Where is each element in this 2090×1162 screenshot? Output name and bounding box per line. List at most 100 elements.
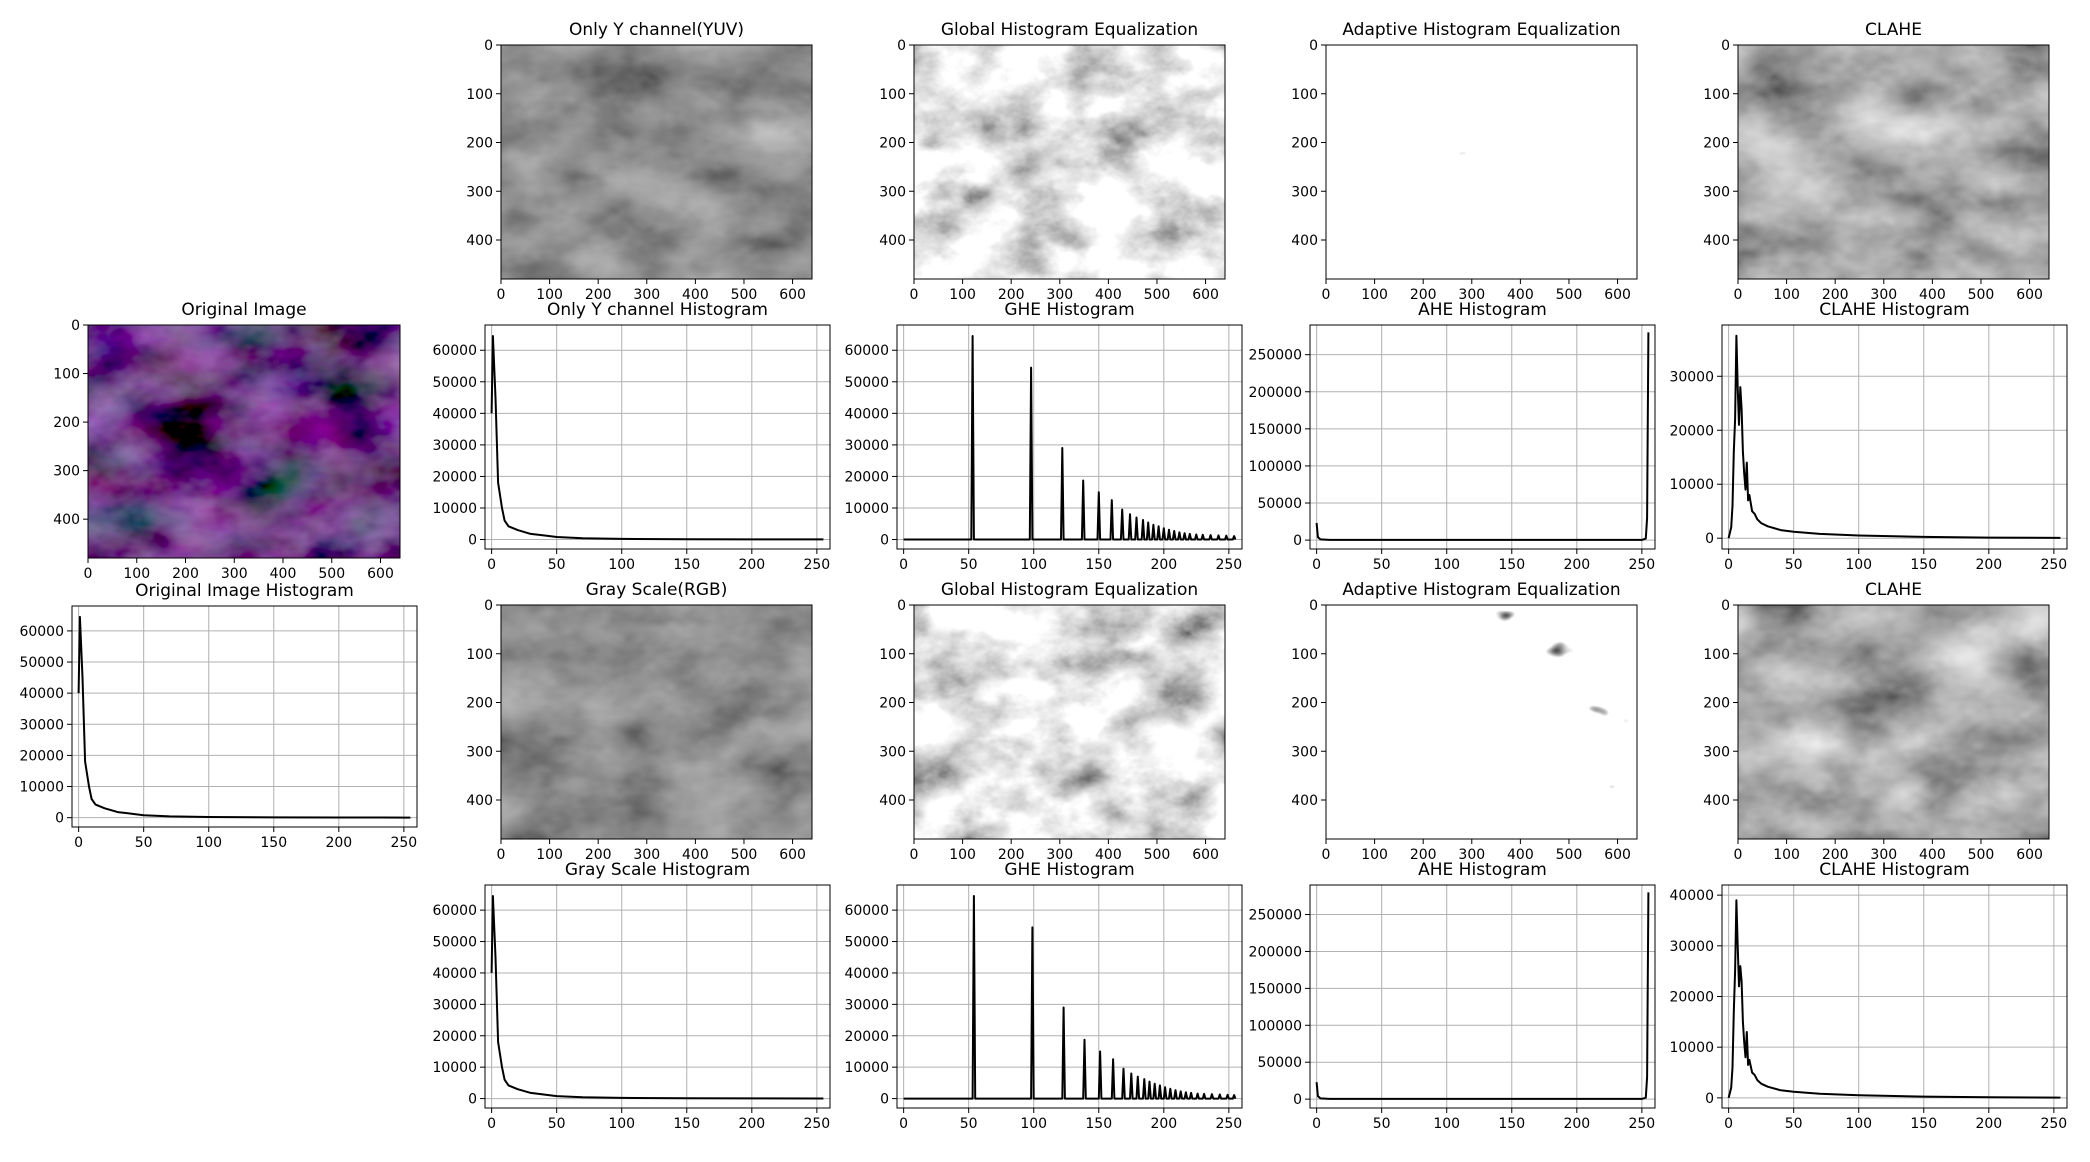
y-tick-label: 100 (53, 367, 80, 383)
x-tick-label: 300 (1458, 847, 1485, 863)
x-tick-label: 200 (1410, 287, 1437, 303)
x-tick-label: 400 (1095, 287, 1122, 303)
x-tick-label: 250 (1628, 1116, 1655, 1132)
x-tick-label: 500 (731, 847, 758, 863)
x-tick-label: 300 (633, 287, 660, 303)
x-tick-label: 600 (1604, 847, 1631, 863)
image-frame (913, 44, 1226, 280)
clahe-img-2-panel: CLAHE 0 100 200 300 400 500 600 0 100 200 300 400 (1703, 580, 2050, 863)
y-tick-label: 200 (1291, 696, 1318, 712)
y-tick-label: 30000 (844, 438, 889, 454)
y-tick-label: 0 (484, 38, 493, 54)
y-tick-label: 0 (1293, 1092, 1302, 1108)
x-tick-label: 0 (84, 566, 93, 582)
x-tick-label: 300 (1870, 287, 1897, 303)
y-tick-label: 400 (879, 793, 906, 809)
y-tick-label: 200000 (1249, 944, 1302, 960)
x-tick-label: 100 (949, 847, 976, 863)
x-tick-label: 600 (779, 847, 806, 863)
x-tick-label: 250 (390, 835, 417, 851)
y-tick-label: 100 (879, 87, 906, 103)
x-tick-label: 500 (1144, 847, 1171, 863)
y-tick-label: 100 (1703, 87, 1730, 103)
x-tick-label: 200 (998, 847, 1025, 863)
y-tick-label: 0 (880, 533, 889, 549)
x-tick-label: 100 (1773, 847, 1800, 863)
x-tick-label: 500 (731, 287, 758, 303)
panel-title: Only Y channel(YUV) (569, 20, 744, 40)
panel-title: AHE Histogram (1418, 860, 1547, 880)
panel-title: Original Image Histogram (135, 581, 354, 601)
clahe-img-1-panel: CLAHE 0 100 200 300 400 500 600 0 100 200 300 400 (1703, 20, 2050, 303)
y-tick-label: 40000 (1669, 888, 1714, 904)
x-tick-label: 400 (1507, 847, 1534, 863)
image-content (501, 45, 812, 279)
x-tick-label: 0 (1312, 1116, 1321, 1132)
y-tick-label: 0 (1705, 531, 1714, 547)
y-tick-label: 200 (1703, 696, 1730, 712)
x-tick-label: 0 (899, 557, 908, 573)
y-tick-label: 10000 (844, 1060, 889, 1076)
y-tick-label: 100000 (1249, 459, 1302, 475)
y-tick-label: 20000 (844, 469, 889, 485)
x-tick-label: 50 (548, 1116, 566, 1132)
x-tick-label: 150 (1085, 557, 1112, 573)
x-tick-label: 0 (1312, 557, 1321, 573)
y-tick-label: 30000 (19, 717, 64, 733)
y-tick-label: 400 (466, 233, 493, 249)
x-tick-label: 200 (172, 566, 199, 582)
x-tick-label: 200 (1150, 557, 1177, 573)
image-content (1738, 45, 2049, 279)
x-tick-label: 0 (1734, 847, 1743, 863)
x-tick-label: 400 (1095, 847, 1122, 863)
x-tick-label: 0 (497, 287, 506, 303)
y-tick-label: 300 (1703, 744, 1730, 760)
y-tick-label: 400 (466, 793, 493, 809)
x-tick-label: 200 (1150, 1116, 1177, 1132)
x-tick-label: 250 (803, 557, 830, 573)
x-tick-label: 100 (949, 287, 976, 303)
x-tick-label: 100 (1845, 1116, 1872, 1132)
x-tick-label: 300 (1458, 287, 1485, 303)
plot-frame (896, 884, 1243, 1109)
histogram-line (490, 895, 824, 1100)
panel-title: Original Image (181, 300, 306, 320)
x-tick-label: 400 (1507, 287, 1534, 303)
histogram-line (1727, 899, 2061, 1099)
ahe-img-1-panel: Adaptive Histogram Equalization 0 100 200 30… (1291, 20, 1638, 303)
y-tick-label: 0 (897, 38, 906, 54)
y-tick-label: 40000 (432, 406, 477, 422)
x-tick-label: 100 (1361, 847, 1388, 863)
y-tick-label: 100 (1703, 647, 1730, 663)
x-tick-label: 200 (1563, 1116, 1590, 1132)
y-tick-label: 40000 (19, 686, 64, 702)
y-tick-label: 20000 (844, 1029, 889, 1045)
x-tick-label: 150 (1498, 557, 1525, 573)
x-tick-label: 50 (960, 557, 978, 573)
x-tick-label: 0 (910, 287, 919, 303)
y-tick-label: 250000 (1249, 348, 1302, 364)
y-tick-label: 150000 (1249, 422, 1302, 438)
ahe-hist-1-panel: AHE Histogram 0 50 100 150 200 250 0 50000 100000… (1249, 300, 1656, 573)
y-tick-label: 60000 (19, 624, 64, 640)
image-content (914, 605, 1225, 839)
image-frame (1737, 604, 2050, 840)
y-tick-label: 50000 (19, 655, 64, 671)
x-tick-label: 200 (738, 557, 765, 573)
y-tick-label: 50000 (844, 375, 889, 391)
y-tick-label: 20000 (432, 1029, 477, 1045)
y-tick-label: 0 (880, 1092, 889, 1108)
y-tick-label: 20000 (1669, 990, 1714, 1006)
plot-frame (1309, 884, 1656, 1109)
x-tick-label: 50 (1373, 557, 1391, 573)
x-tick-label: 150 (1085, 1116, 1112, 1132)
y-tick-label: 400 (1703, 793, 1730, 809)
x-tick-label: 500 (318, 566, 345, 582)
clahe-hist-2-panel: CLAHE Histogram 0 50 100 150 200 250 0 10000 2000… (1669, 860, 2068, 1132)
orig-img-panel: Original Image 0 100 200 300 400 500 600 0 100 200… (53, 300, 401, 582)
y-tick-label: 200 (1703, 136, 1730, 152)
clahe-hist-1-panel: CLAHE Histogram 0 50 100 150 200 250 0 10000 2000… (1669, 300, 2068, 573)
x-tick-label: 0 (1724, 557, 1733, 573)
x-tick-label: 500 (1144, 287, 1171, 303)
y-tick-label: 200000 (1249, 385, 1302, 401)
